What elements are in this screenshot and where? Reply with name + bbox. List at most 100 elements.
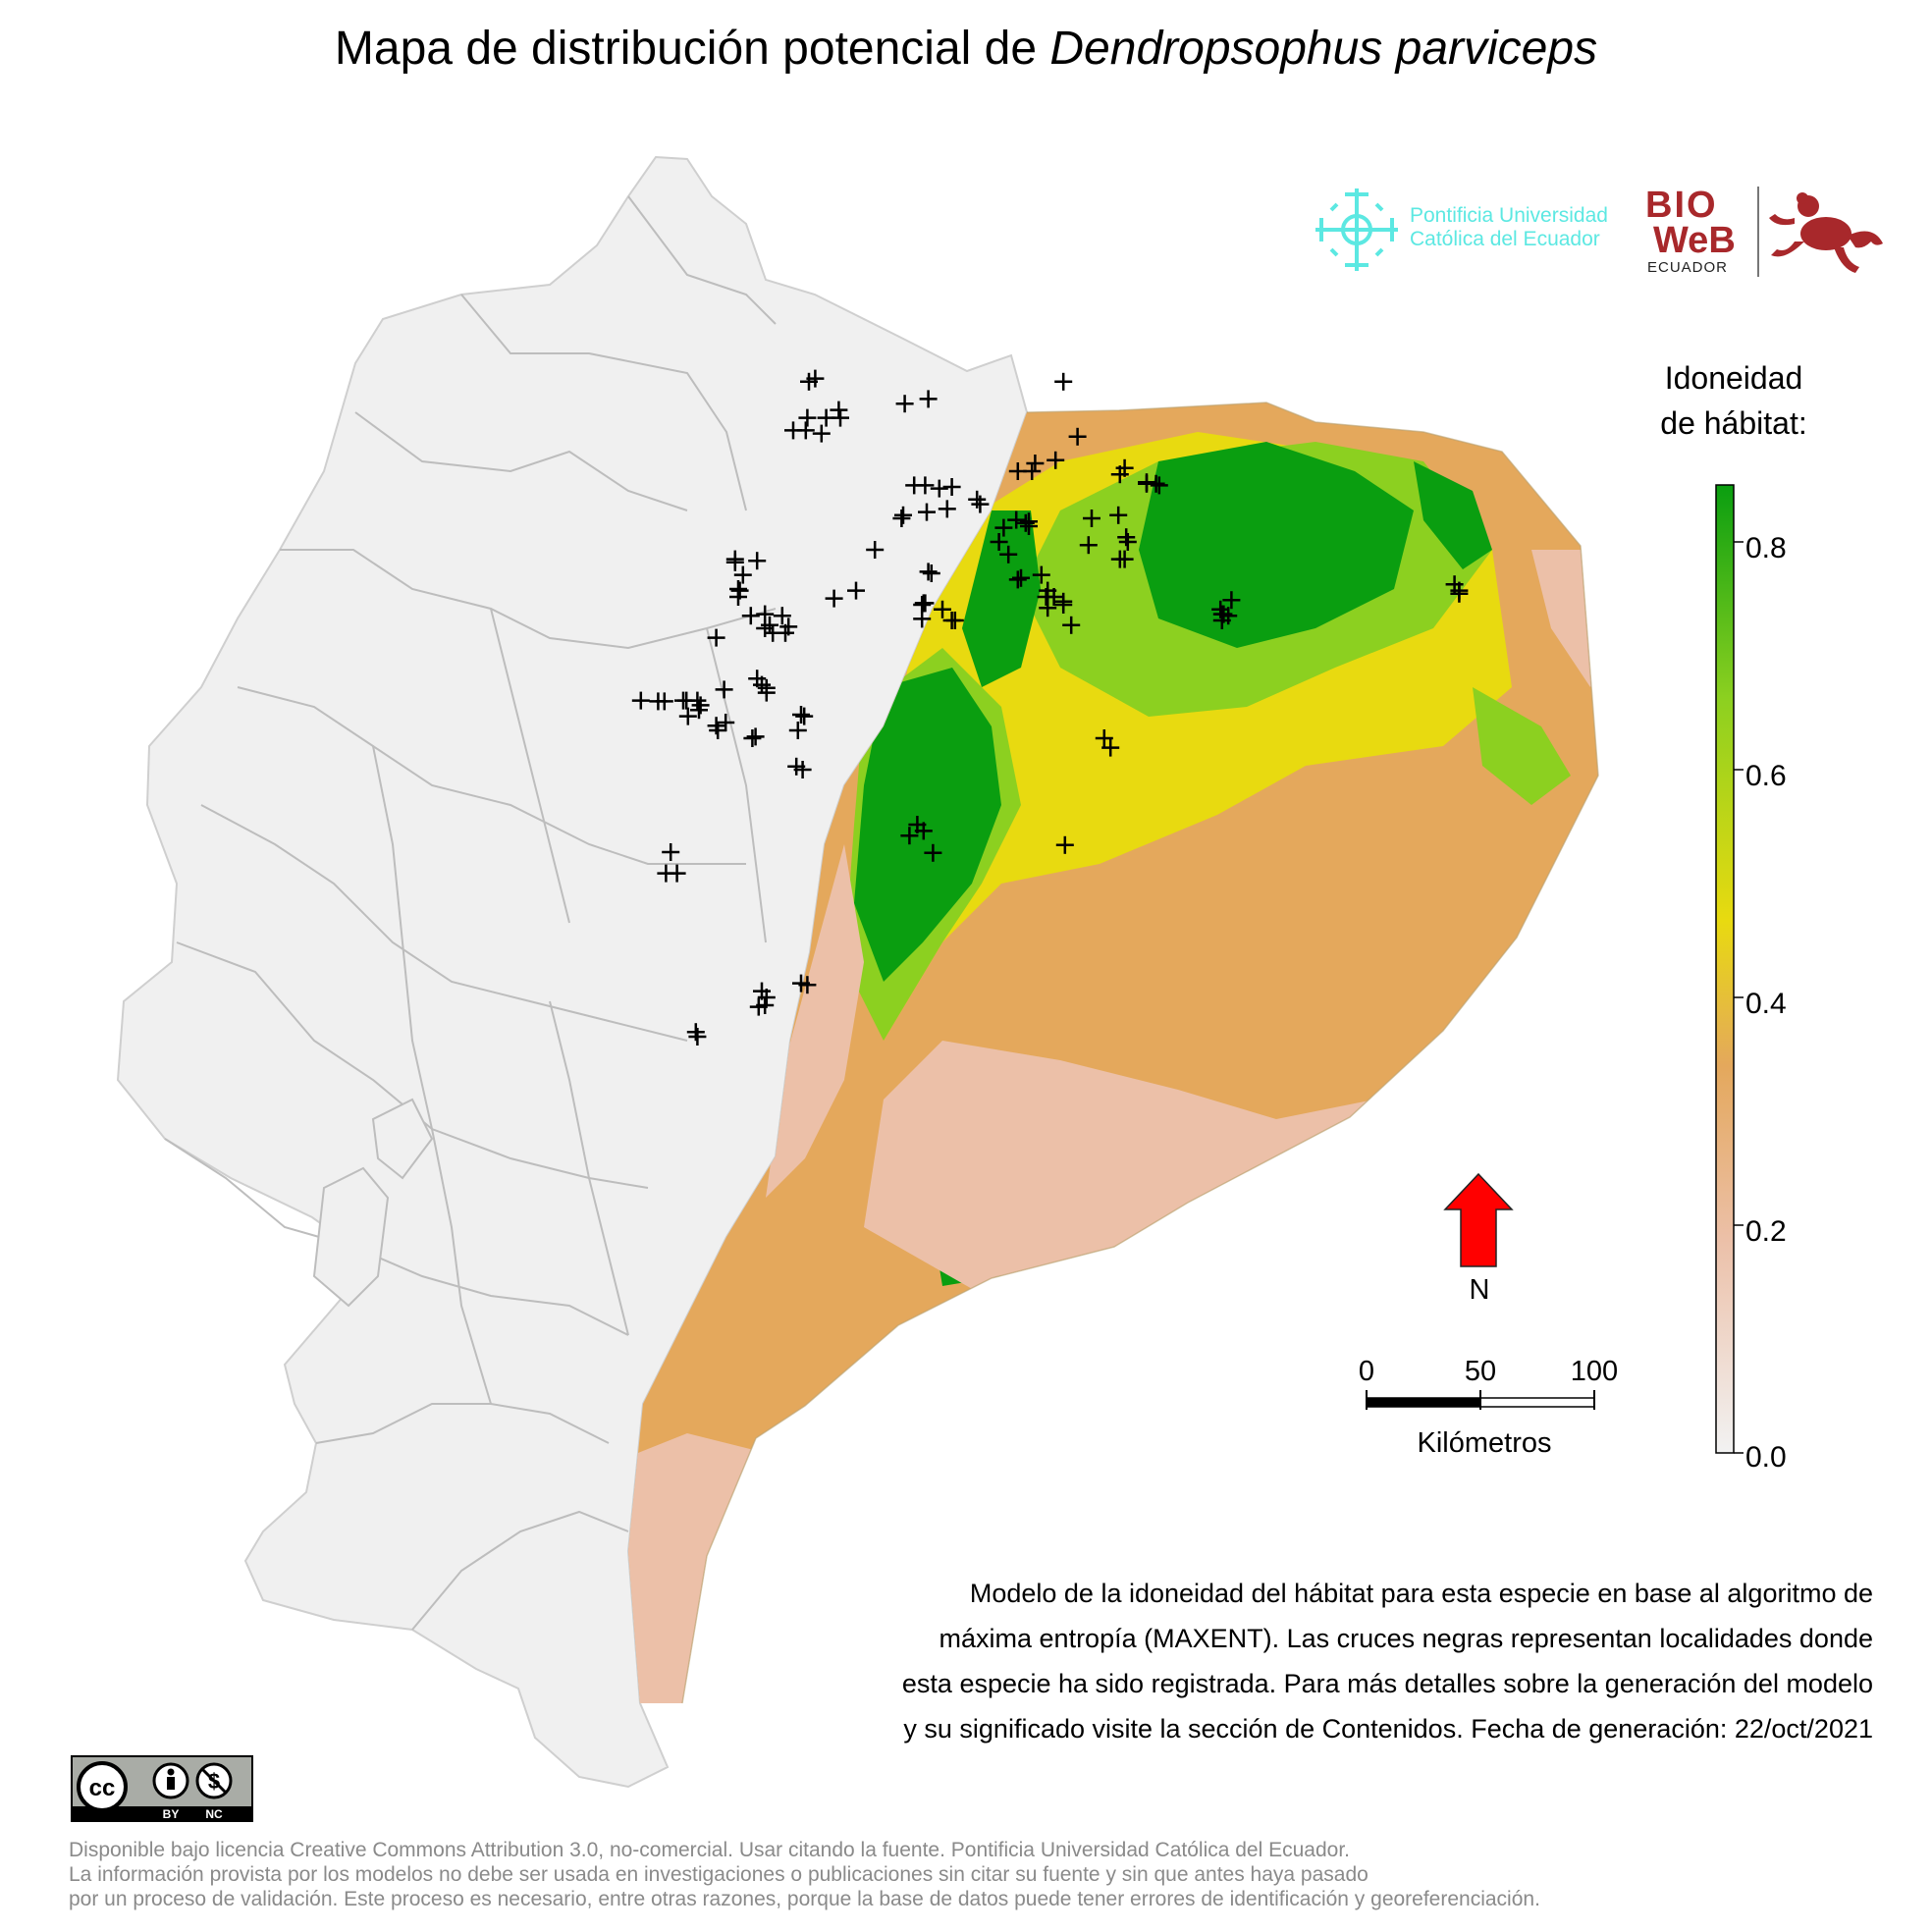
occurrence-cross <box>1079 536 1098 555</box>
occurrence-cross <box>746 727 765 746</box>
province-borders <box>164 195 777 1631</box>
frog-icon <box>1769 192 1883 273</box>
occurrence-cross <box>1450 584 1469 603</box>
occurrence-cross <box>798 976 817 994</box>
occurrence-cross <box>668 864 686 883</box>
occurrence-cross <box>795 707 814 725</box>
occurrence-cross <box>743 729 762 747</box>
svg-text:cc: cc <box>89 1775 116 1801</box>
occurrence-cross <box>990 533 1008 551</box>
species-name: Dendropsophus parviceps <box>1049 23 1598 75</box>
occurrence-cross <box>825 589 843 608</box>
occurrence-cross <box>914 822 933 840</box>
occurrence-cross <box>688 1028 707 1046</box>
occurrence-cross <box>1054 592 1073 611</box>
license-footer: Disponible bajo licencia Creative Common… <box>69 1839 1540 1910</box>
cc-nc-label: NC <box>205 1807 223 1821</box>
occurrence-cross <box>1008 570 1027 589</box>
bioweb-bio: BIO <box>1645 185 1718 226</box>
occurrence-cross <box>847 581 865 600</box>
occurrence-cross <box>1101 738 1120 757</box>
occurrence-cross <box>1054 372 1073 391</box>
occurrence-cross <box>1062 616 1081 634</box>
occurrence-cross <box>994 518 1013 537</box>
north-arrow-shape <box>1443 1172 1514 1267</box>
occurrence-cross <box>756 619 775 637</box>
bioweb-web: WeB <box>1653 220 1736 261</box>
occurrence-cross <box>922 564 940 582</box>
occurrence-cross <box>757 989 776 1006</box>
north-arrow <box>1443 1172 1514 1267</box>
occurrence-cross <box>1219 607 1238 625</box>
occurrence-cross <box>678 707 697 725</box>
occurrence-cross <box>662 843 680 861</box>
occurrence-cross <box>741 607 760 625</box>
amazon-outline <box>681 402 1599 1704</box>
cc-icon <box>77 1761 128 1812</box>
occurrence-cross <box>1012 568 1030 587</box>
occurrence-cross <box>1109 506 1128 524</box>
occurrence-cross <box>1032 565 1050 584</box>
occurrence-cross <box>717 714 735 731</box>
legend-title: Idoneidad de hábitat: <box>1660 360 1807 441</box>
occurrence-cross <box>938 500 956 518</box>
occurrence-cross <box>715 680 733 699</box>
occurrence-cross <box>919 563 938 581</box>
occurrence-cross <box>792 706 810 724</box>
occurrence-cross <box>924 843 942 862</box>
legend-colorbar <box>1715 484 1744 1454</box>
occurrence-cross <box>729 588 747 606</box>
model-caption: Modelo de la idoneidad del hábitat para … <box>901 1579 1873 1744</box>
scale-bar <box>1366 1390 1595 1410</box>
bioweb-logo: BIO WeB ECUADOR <box>1645 183 1897 281</box>
occurrence-cross <box>1115 550 1134 568</box>
map-title: Mapa de distribución potencial de Dendro… <box>334 23 1598 75</box>
occurrence-cross <box>655 692 673 711</box>
occurrence-crosses <box>631 369 1469 1046</box>
occurrence-cross <box>1095 729 1113 747</box>
occurrence-cross <box>690 701 708 720</box>
occurrence-cross <box>913 610 932 628</box>
bioweb-ecuador: ECUADOR <box>1647 259 1729 276</box>
occurrence-cross <box>866 541 885 559</box>
occurrence-cross <box>930 479 948 498</box>
cc-license-badge[interactable]: cc $ BY NC <box>71 1755 253 1822</box>
occurrence-cross <box>892 510 911 527</box>
occurrence-cross <box>1115 458 1134 477</box>
occurrence-cross <box>945 612 964 629</box>
gulf-islands <box>312 1098 434 1308</box>
occurrence-cross <box>894 506 912 524</box>
occurrence-cross <box>900 827 919 845</box>
occurrence-cross <box>1016 513 1035 532</box>
occurrence-cross <box>916 476 935 495</box>
occurrence-cross <box>1083 510 1100 527</box>
occurrence-cross <box>895 395 914 413</box>
bioweb-divider <box>1757 187 1759 277</box>
occurrence-cross <box>749 997 768 1016</box>
occurrence-cross <box>725 553 744 571</box>
occurrence-cross <box>757 683 776 702</box>
occurrence-cross <box>934 600 951 618</box>
occurrence-cross <box>1118 533 1137 551</box>
occurrence-cross <box>1222 591 1241 610</box>
occurrence-cross <box>1026 455 1045 472</box>
occurrence-cross <box>1039 599 1057 617</box>
occurrence-cross <box>919 390 938 408</box>
occurrence-cross <box>1023 462 1042 480</box>
occurrence-cross <box>631 691 650 710</box>
occurrence-cross <box>773 607 791 625</box>
puce-logo: Pontificia Universidad Católica del Ecua… <box>1308 183 1641 281</box>
occurrence-cross <box>1037 588 1055 606</box>
occurrence-cross <box>796 421 815 440</box>
occurrence-cross <box>942 478 961 496</box>
occurrence-cross <box>1068 427 1087 446</box>
occurrence-cross <box>830 401 848 419</box>
occurrence-cross <box>707 628 725 647</box>
occurrence-cross <box>709 722 727 739</box>
occurrence-cross <box>1020 517 1038 535</box>
occurrence-cross <box>788 722 807 739</box>
occurrence-cross <box>1150 476 1168 495</box>
occurrence-cross <box>914 594 933 613</box>
occurrence-cross <box>1007 510 1026 529</box>
